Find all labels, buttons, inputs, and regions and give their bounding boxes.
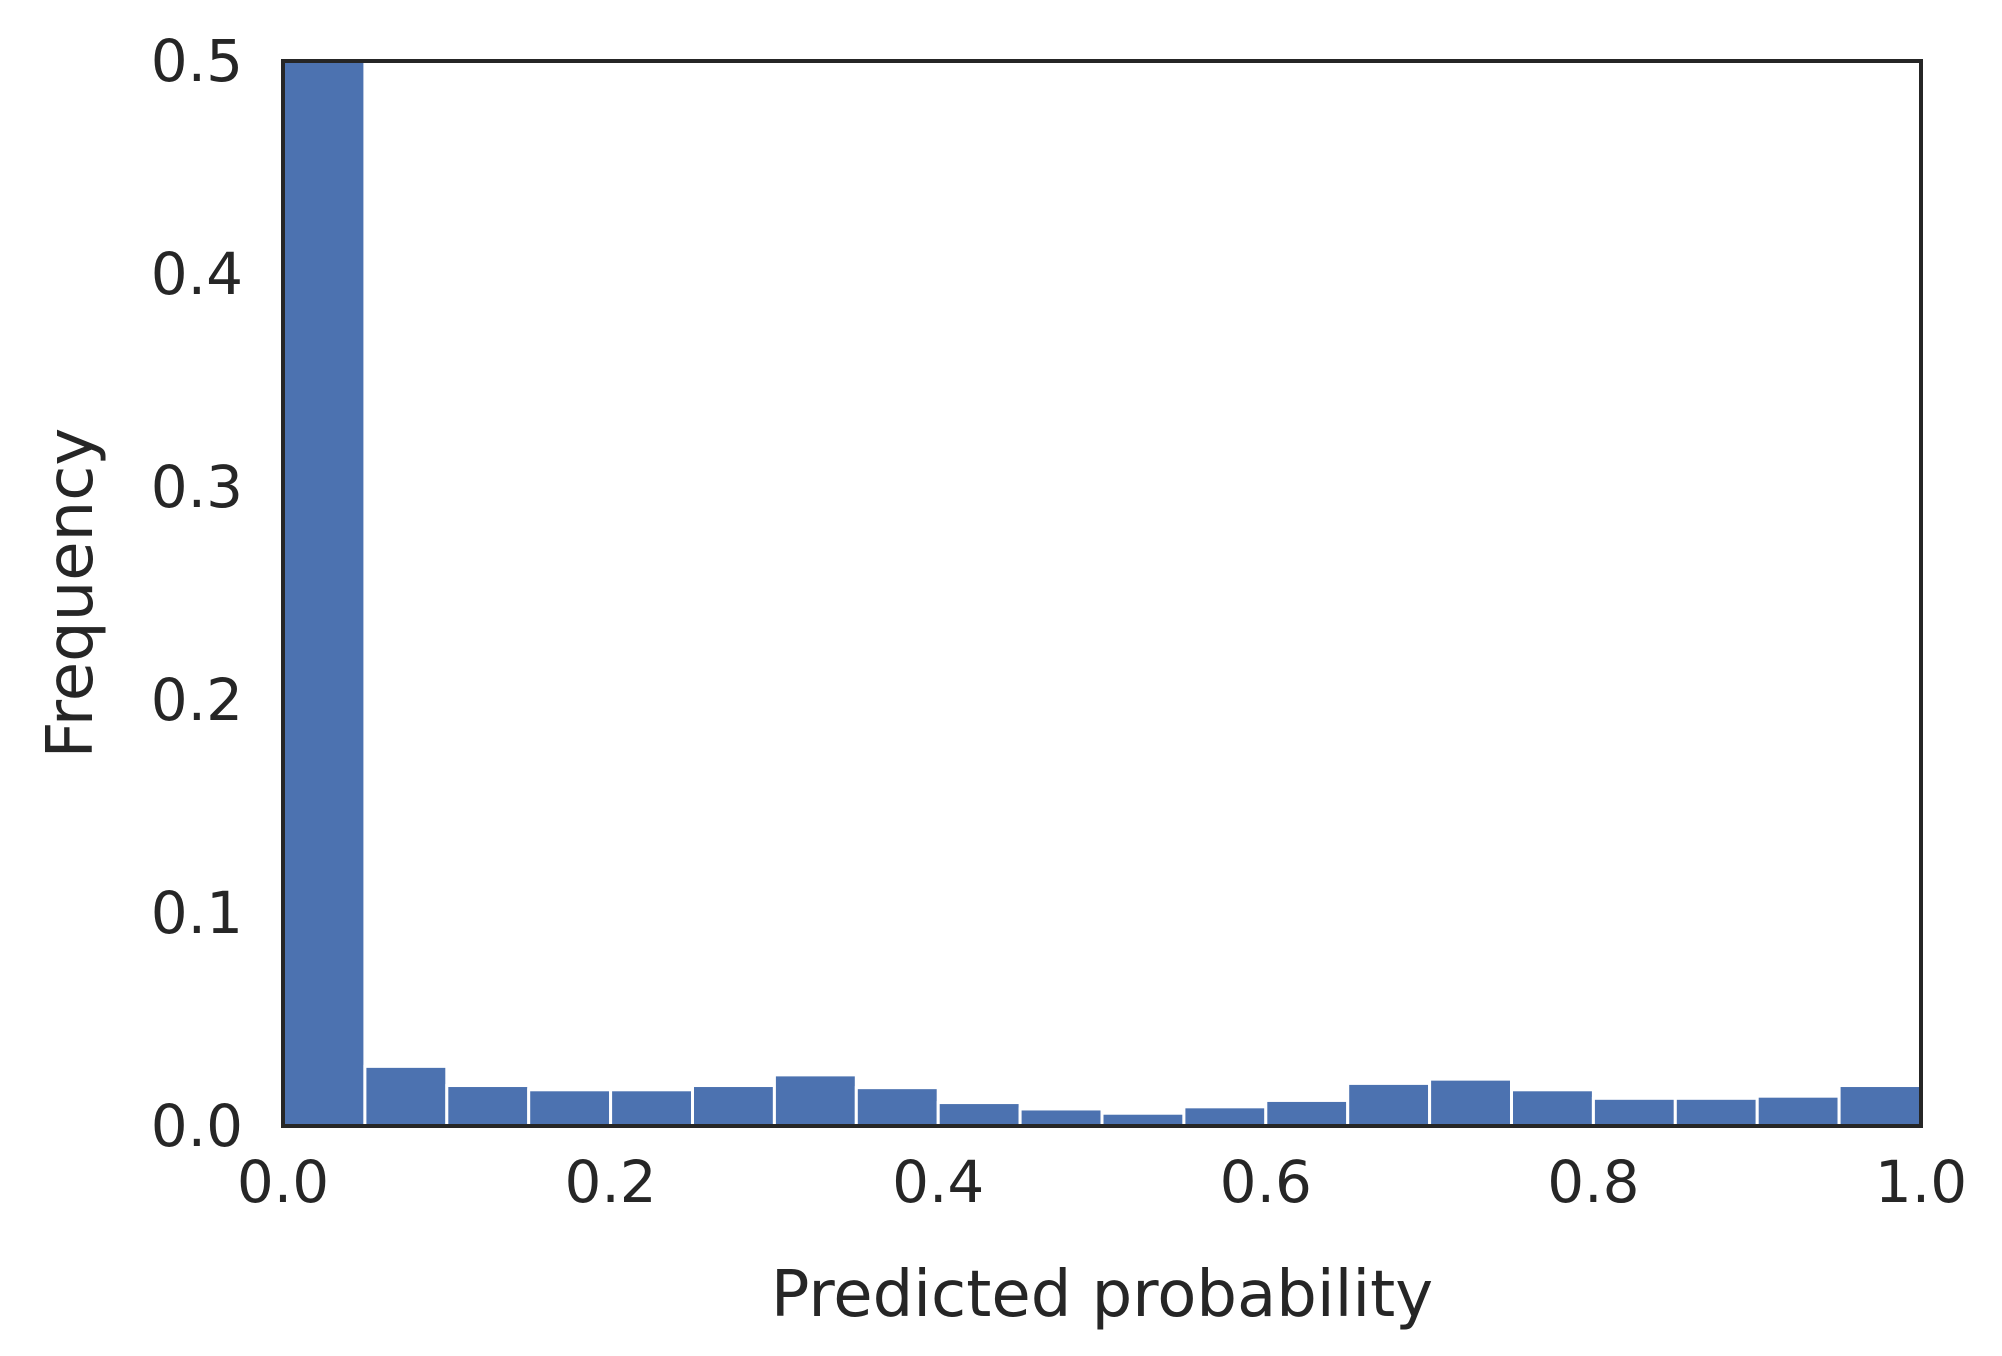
- x-tick-label: 0.2: [564, 1148, 656, 1216]
- histogram-bar: [772, 1073, 858, 1128]
- histogram-bar: [1346, 1081, 1432, 1128]
- y-tick-label: 0.0: [151, 1092, 243, 1160]
- histogram-bar: [1837, 1084, 1923, 1128]
- histogram-bar: [1591, 1096, 1677, 1128]
- histogram-bar: [691, 1084, 776, 1128]
- histogram-bar: [609, 1088, 694, 1128]
- histogram-bar: [1755, 1094, 1841, 1128]
- histogram-bar: [363, 1064, 449, 1128]
- x-tick-label: 0.8: [1547, 1148, 1639, 1216]
- y-axis-label: Frequency: [34, 428, 108, 759]
- bars-group: [281, 59, 1923, 1128]
- histogram-bar: [854, 1086, 940, 1128]
- histogram-bar: [1264, 1098, 1350, 1128]
- x-axis-ticks: 0.0 0.2 0.4 0.6 0.8 1.0: [237, 1148, 1967, 1216]
- plot-frame: [281, 59, 1923, 1128]
- histogram-bar: [445, 1084, 531, 1128]
- histogram-bar: [1510, 1088, 1595, 1128]
- y-tick-label: 0.2: [151, 666, 243, 734]
- x-tick-label: 0.0: [237, 1148, 329, 1216]
- x-tick-label: 0.4: [892, 1148, 984, 1216]
- histogram-bar: [527, 1088, 613, 1128]
- y-tick-label: 0.1: [151, 879, 243, 947]
- y-tick-label: 0.3: [151, 453, 243, 521]
- histogram-bar: [936, 1101, 1022, 1128]
- x-tick-label: 1.0: [1875, 1148, 1967, 1216]
- x-tick-label: 0.6: [1220, 1148, 1312, 1216]
- histogram-bar: [1018, 1107, 1104, 1128]
- x-axis-label: Predicted probability: [771, 1258, 1433, 1332]
- y-tick-label: 0.4: [151, 240, 243, 308]
- histogram-bar: [1673, 1096, 1759, 1128]
- histogram-bar: [1182, 1105, 1268, 1128]
- y-tick-label: 0.5: [151, 27, 243, 95]
- histogram-bar: [1428, 1077, 1513, 1128]
- y-axis-ticks: 0.0 0.1 0.2 0.3 0.4 0.5: [151, 27, 243, 1160]
- histogram-bar: [281, 59, 367, 1128]
